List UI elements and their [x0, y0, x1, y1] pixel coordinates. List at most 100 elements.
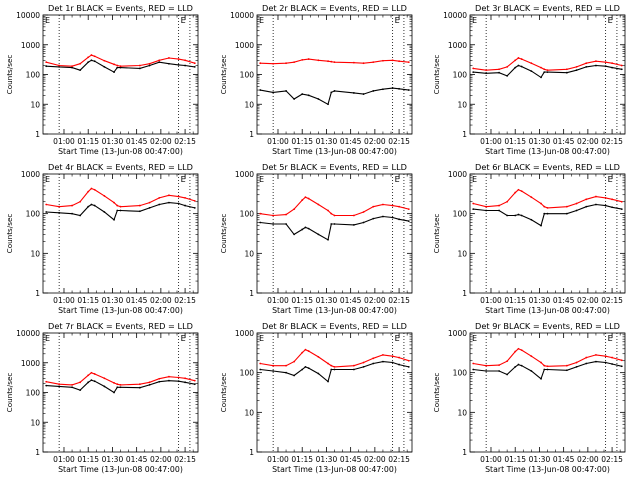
- x-tick-label: 02:15: [601, 455, 623, 464]
- series-red-point: [540, 361, 542, 364]
- series-black-events-line: [46, 202, 195, 221]
- y-axis-label: Counts/sec: [219, 214, 228, 254]
- series-black-point: [184, 204, 186, 207]
- series-red-point: [103, 377, 106, 380]
- x-tick-label: 01:00: [480, 137, 502, 146]
- series-red-point: [391, 204, 394, 207]
- series-red-point: [285, 62, 287, 65]
- series-red-point: [168, 57, 170, 59]
- series-red-point: [177, 195, 180, 198]
- series-black-point: [506, 214, 509, 217]
- corner-marker-left: E: [259, 175, 264, 184]
- series-red-point: [304, 348, 307, 351]
- series-black-point: [514, 66, 517, 69]
- series-black-point: [93, 60, 96, 63]
- plot-frame: [42, 173, 199, 294]
- series-red-point: [604, 61, 607, 64]
- series-red-point: [168, 194, 170, 197]
- series-black-point: [119, 386, 122, 389]
- series-red-point: [138, 383, 141, 386]
- series-red-point: [177, 58, 180, 60]
- x-tick-label: 01:15: [504, 137, 526, 146]
- panel-det-9: Det 9r BLACK = Events, RED = LLD 1 10 100 10…: [432, 321, 626, 474]
- y-tick-label: 10: [244, 249, 254, 258]
- series-black-point: [565, 369, 568, 372]
- x-tick-label: 02:15: [601, 137, 623, 146]
- series-black-point: [317, 233, 320, 236]
- series-red-point: [391, 59, 394, 62]
- x-tick-label: 01:00: [267, 137, 289, 146]
- series-red-point: [611, 62, 613, 65]
- series-black-point: [540, 224, 542, 227]
- series-red-point: [317, 203, 320, 206]
- series-red-point: [514, 191, 517, 194]
- y-tick-label: 1000: [448, 41, 467, 50]
- series-black-point: [71, 386, 73, 389]
- series-red-point: [362, 211, 365, 213]
- panel-det-6: Det 6r BLACK = Events, RED = LLD 1 10 100 10…: [432, 162, 626, 315]
- corner-marker-left: E: [45, 175, 50, 184]
- y-axis-label: Counts/sec: [5, 214, 14, 254]
- series-red-point: [517, 188, 520, 191]
- series-black-point: [113, 218, 115, 221]
- plot-frame: [42, 14, 199, 135]
- series-red-point: [138, 204, 141, 207]
- series-red-point: [498, 364, 500, 367]
- series-red-point: [407, 208, 410, 211]
- y-tick-label: 1000: [235, 41, 254, 50]
- x-tick-label: 01:15: [291, 455, 313, 464]
- series-black-point: [148, 384, 151, 386]
- y-tick-label: 10: [30, 249, 40, 258]
- series-black-point: [177, 202, 180, 205]
- series-red-point: [530, 355, 533, 358]
- x-axis-label: Start Time (13-Jun-08 00:47:00): [485, 147, 610, 156]
- y-tick-label: 10000: [443, 11, 467, 20]
- y-tick-label: 1000: [448, 170, 467, 179]
- series-red-point: [158, 59, 161, 62]
- series-red-point: [103, 195, 106, 197]
- series-red-point: [90, 187, 93, 190]
- series-red-point: [485, 205, 488, 208]
- y-axis-label: Counts/sec: [219, 373, 228, 413]
- series-black-events-line: [473, 64, 622, 79]
- series-red-point: [327, 60, 329, 63]
- series-red-point: [520, 58, 523, 60]
- series-red-lld-line: [260, 349, 409, 368]
- x-tick-label: 01:00: [53, 296, 75, 305]
- x-tick-label: 01:15: [77, 137, 99, 146]
- y-tick-label: 1: [35, 289, 40, 298]
- x-tick-label: 01:30: [102, 137, 124, 146]
- series-red-point: [148, 381, 151, 384]
- series-red-point: [546, 365, 549, 368]
- y-tick-label: 100: [240, 369, 255, 378]
- series-red-point: [604, 196, 607, 199]
- series-black-point: [168, 62, 170, 65]
- series-black-point: [391, 361, 394, 364]
- x-tick-label: 02:00: [150, 137, 172, 146]
- series-red-point: [158, 377, 161, 380]
- series-red-point: [259, 212, 262, 215]
- series-black-point: [87, 61, 90, 64]
- x-tick-label: 01:30: [316, 296, 338, 305]
- series-red-point: [193, 62, 196, 65]
- series-black-point: [391, 87, 394, 89]
- x-tick-label: 02:00: [364, 137, 386, 146]
- series-black-point: [259, 221, 262, 224]
- series-red-point: [485, 364, 488, 367]
- y-axis-label: Counts/sec: [5, 373, 14, 413]
- series-red-point: [184, 377, 186, 380]
- series-red-point: [168, 375, 170, 378]
- x-tick-label: 01:00: [267, 455, 289, 464]
- series-red-point: [45, 203, 48, 206]
- x-tick-label: 02:15: [174, 296, 196, 305]
- series-black-point: [45, 211, 48, 213]
- x-tick-label: 02:00: [364, 296, 386, 305]
- series-black-point: [506, 373, 509, 376]
- series-black-point: [382, 360, 384, 363]
- series-black-point: [575, 69, 578, 72]
- y-tick-label: 10000: [16, 329, 40, 338]
- series-red-point: [506, 360, 509, 363]
- series-red-point: [362, 361, 365, 364]
- series-black-point: [565, 71, 568, 74]
- x-axis-label: Start Time (13-Jun-08 00:47:00): [272, 147, 397, 156]
